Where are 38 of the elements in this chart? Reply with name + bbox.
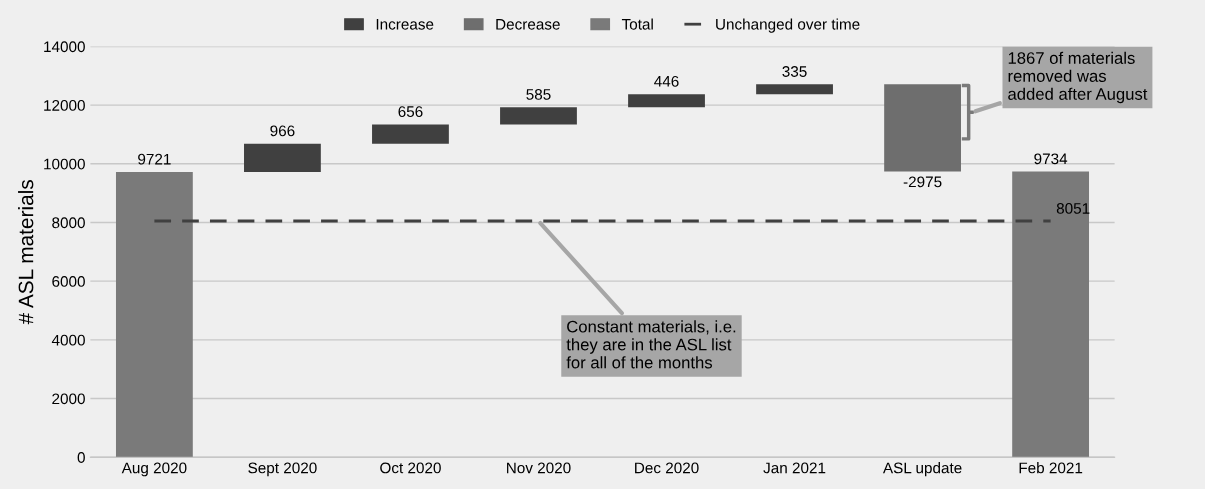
y-tick-label: 12000 bbox=[44, 100, 85, 111]
bar bbox=[115, 172, 193, 458]
x-tick-label: Nov 2020 bbox=[507, 462, 571, 474]
x-tick-label: Dec 2020 bbox=[635, 462, 699, 474]
x-tick-label: Jan 2021 bbox=[763, 462, 826, 474]
legend-label: Increase bbox=[376, 19, 434, 30]
bar bbox=[244, 143, 321, 172]
y-tick-label: 4000 bbox=[51, 334, 85, 346]
y-tick-label: 8000 bbox=[52, 217, 85, 229]
legend-label: Decrease bbox=[496, 19, 560, 30]
data-label: 9734 bbox=[1034, 153, 1068, 165]
data-label: 335 bbox=[782, 66, 807, 77]
y-tick-label: 2000 bbox=[52, 393, 85, 405]
x-tick-label: Oct 2020 bbox=[380, 462, 441, 474]
data-label: 9721 bbox=[138, 153, 171, 165]
data-label: 446 bbox=[654, 75, 679, 87]
legend-label: Total bbox=[621, 18, 653, 30]
data-label: 585 bbox=[526, 89, 551, 100]
data-label: 656 bbox=[398, 106, 423, 117]
bar bbox=[372, 124, 449, 144]
y-tick-label: 6000 bbox=[52, 276, 85, 287]
annotation: 1867 of materials removed was added after August bbox=[1008, 51, 1148, 104]
x-tick-label: Aug 2020 bbox=[121, 462, 187, 477]
bar bbox=[628, 94, 705, 108]
x-tick-label: ASL update bbox=[882, 462, 962, 477]
bar bbox=[756, 84, 833, 95]
y-tick-label: 10000 bbox=[44, 158, 85, 170]
x-tick-label: Feb 2021 bbox=[1019, 462, 1083, 474]
legend-label: Unchanged over time bbox=[716, 18, 860, 33]
y-tick-label: 0 bbox=[77, 452, 85, 463]
x-tick-label: Sept 2020 bbox=[248, 462, 317, 477]
bar bbox=[500, 107, 577, 125]
data-label: -2975 bbox=[903, 176, 942, 188]
annotation: Constant materials, i.e. they are in the ASL list for all of the months bbox=[566, 320, 736, 369]
y-axis-title: # ASL materials bbox=[18, 180, 34, 325]
bar bbox=[1012, 171, 1090, 458]
data-label: 966 bbox=[270, 125, 295, 137]
y-tick-label: 14000 bbox=[44, 41, 85, 53]
